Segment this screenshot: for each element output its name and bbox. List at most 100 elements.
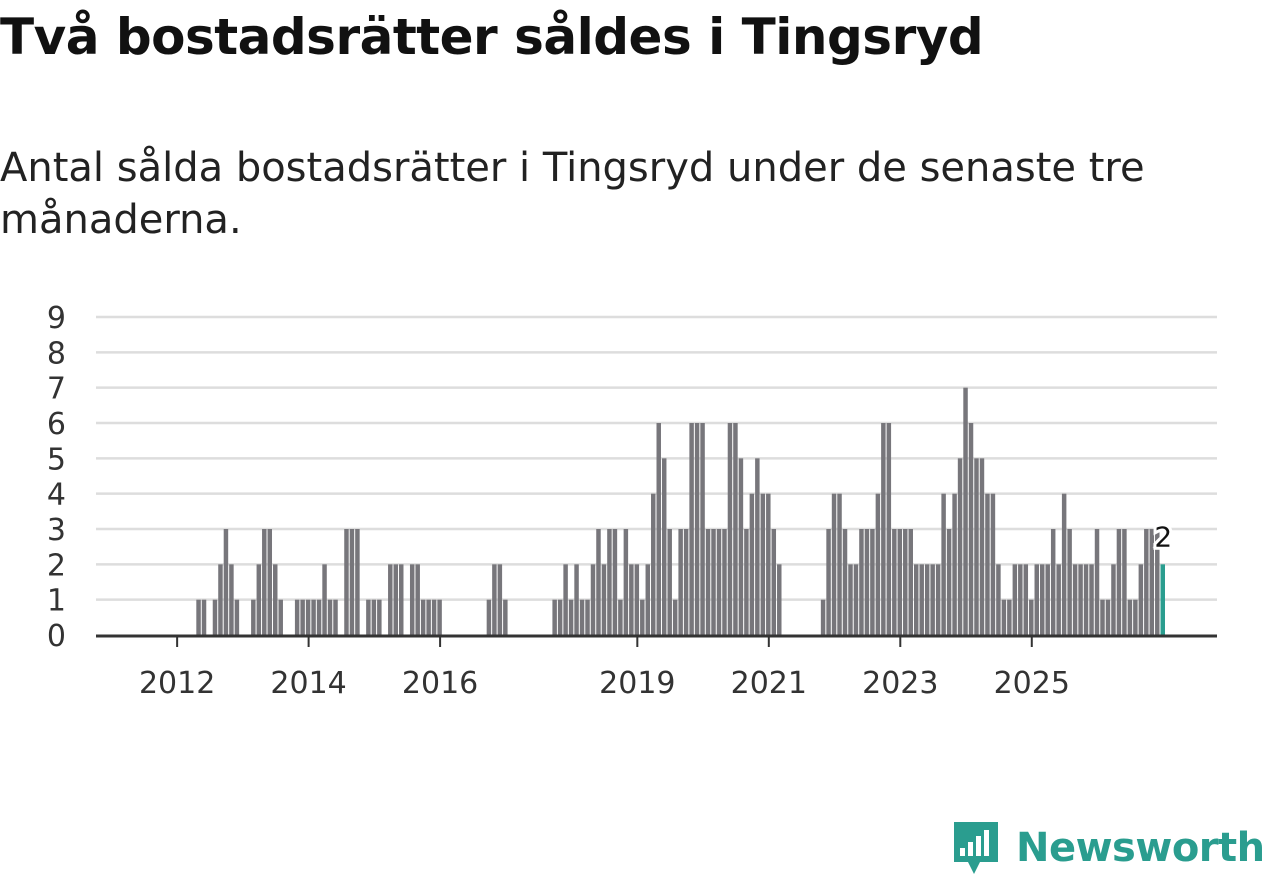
bar xyxy=(1072,564,1078,635)
bar xyxy=(1045,564,1050,635)
x-tick-label: 2021 xyxy=(731,666,807,701)
y-tick-label: 8 xyxy=(47,336,66,371)
bar xyxy=(552,599,557,635)
bar xyxy=(1133,599,1138,635)
bar xyxy=(749,493,755,635)
bar xyxy=(1034,564,1039,635)
brand-name: Newsworthy xyxy=(1016,825,1262,871)
bar xyxy=(979,458,985,635)
bar xyxy=(267,529,273,635)
x-tick-label: 2016 xyxy=(402,666,478,701)
bar xyxy=(305,599,311,635)
bar xyxy=(974,458,979,635)
bar xyxy=(738,458,744,635)
bar xyxy=(1094,529,1100,635)
bar xyxy=(371,599,377,635)
bar xyxy=(820,599,826,635)
bar xyxy=(689,423,694,635)
bar xyxy=(897,529,903,635)
bar xyxy=(251,599,256,635)
bar xyxy=(366,599,371,635)
bar xyxy=(1100,599,1105,635)
bar xyxy=(766,493,771,635)
bar xyxy=(963,387,968,635)
x-tick-label: 2012 xyxy=(139,666,215,701)
bar xyxy=(985,493,990,635)
y-tick-label: 5 xyxy=(47,442,66,477)
bar xyxy=(705,529,711,635)
bar xyxy=(837,493,842,635)
y-tick-label: 0 xyxy=(47,619,66,654)
bar xyxy=(316,599,322,635)
bar xyxy=(1122,529,1127,635)
bar xyxy=(574,564,579,635)
bar xyxy=(1001,599,1007,635)
bar xyxy=(1111,564,1116,635)
bar xyxy=(952,493,957,635)
bar xyxy=(656,423,661,635)
bar xyxy=(300,599,305,635)
bar xyxy=(968,423,974,635)
bar xyxy=(727,423,733,635)
bar xyxy=(229,564,234,635)
bar xyxy=(848,564,853,635)
last-value-label: 2 xyxy=(1154,520,1172,553)
bar xyxy=(771,529,777,635)
bar xyxy=(919,564,924,635)
bar xyxy=(327,599,333,635)
bar xyxy=(875,493,881,635)
bar xyxy=(672,599,678,635)
bar xyxy=(683,529,689,635)
bar xyxy=(990,493,996,635)
bar xyxy=(201,599,207,635)
bar xyxy=(311,599,316,635)
y-tick-label: 4 xyxy=(47,478,66,513)
bar xyxy=(585,599,590,635)
bar xyxy=(377,599,382,635)
y-tick-label: 1 xyxy=(47,584,66,619)
bar xyxy=(667,529,672,635)
bar xyxy=(431,599,437,635)
bar xyxy=(941,493,946,635)
newsworthy-logo-icon xyxy=(954,822,998,874)
bar xyxy=(903,529,908,635)
bar xyxy=(722,529,727,635)
bar xyxy=(1089,564,1094,635)
bar xyxy=(634,564,640,635)
bar xyxy=(1061,493,1067,635)
bar xyxy=(700,423,705,635)
bar xyxy=(946,529,952,635)
bar xyxy=(492,564,497,635)
bar xyxy=(1078,564,1083,635)
bar xyxy=(629,564,634,635)
bar xyxy=(957,458,963,635)
y-tick-label: 7 xyxy=(47,372,66,407)
bar xyxy=(349,529,355,635)
bar xyxy=(355,529,360,635)
bar xyxy=(886,423,892,635)
chart-subtitle: Antal sålda bostadsrätter i Tingsryd und… xyxy=(0,145,1145,243)
bar xyxy=(1144,529,1149,635)
x-tick-label: 2019 xyxy=(599,666,675,701)
bar xyxy=(579,599,585,635)
bar xyxy=(645,564,651,635)
bar xyxy=(930,564,935,635)
bar xyxy=(278,599,283,635)
bar xyxy=(623,529,629,635)
bar xyxy=(1039,564,1045,635)
bar xyxy=(1155,529,1160,635)
bar xyxy=(892,529,897,635)
bar xyxy=(1023,564,1029,635)
y-tick-label: 2 xyxy=(47,548,66,583)
bar xyxy=(234,599,240,635)
bar xyxy=(913,564,919,635)
chart-title: Två bostadsrätter såldes i Tingsryd xyxy=(0,8,984,66)
bar xyxy=(212,599,218,635)
bar xyxy=(344,529,349,635)
bar xyxy=(859,529,864,635)
bar xyxy=(497,564,503,635)
bar xyxy=(831,493,837,635)
bar xyxy=(557,599,563,635)
x-tick-label: 2023 xyxy=(862,666,938,701)
